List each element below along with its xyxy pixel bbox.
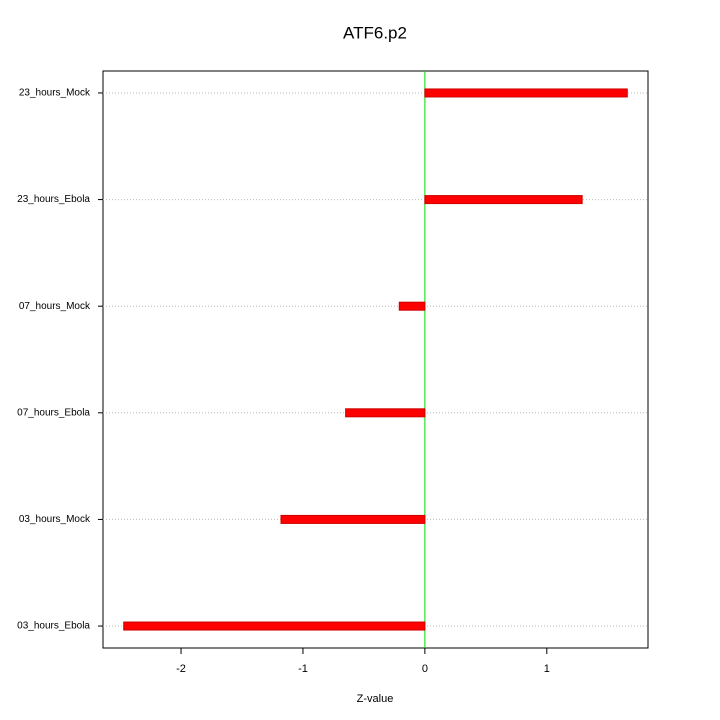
y-tick-label: 23_hours_Ebola	[17, 194, 90, 205]
x-tick-label: -2	[176, 663, 186, 675]
y-tick-label: 03_hours_Mock	[19, 514, 91, 525]
bar	[424, 88, 628, 98]
y-tick-label: 07_hours_Ebola	[17, 407, 90, 418]
bar	[398, 301, 426, 311]
bar	[424, 195, 583, 205]
y-tick-label: 03_hours_Ebola	[17, 621, 90, 632]
bar	[345, 408, 426, 418]
y-tick-label: 07_hours_Mock	[19, 301, 91, 312]
bar	[123, 621, 426, 631]
x-tick-label: 1	[544, 663, 550, 675]
x-tick-label: 0	[422, 663, 428, 675]
bar	[280, 514, 426, 524]
x-axis-label: Z-value	[357, 693, 394, 705]
chart-title: ATF6.p2	[343, 23, 407, 42]
plot-frame	[102, 70, 649, 649]
x-tick-label: -1	[298, 663, 308, 675]
y-tick-label: 23_hours_Mock	[19, 88, 91, 99]
